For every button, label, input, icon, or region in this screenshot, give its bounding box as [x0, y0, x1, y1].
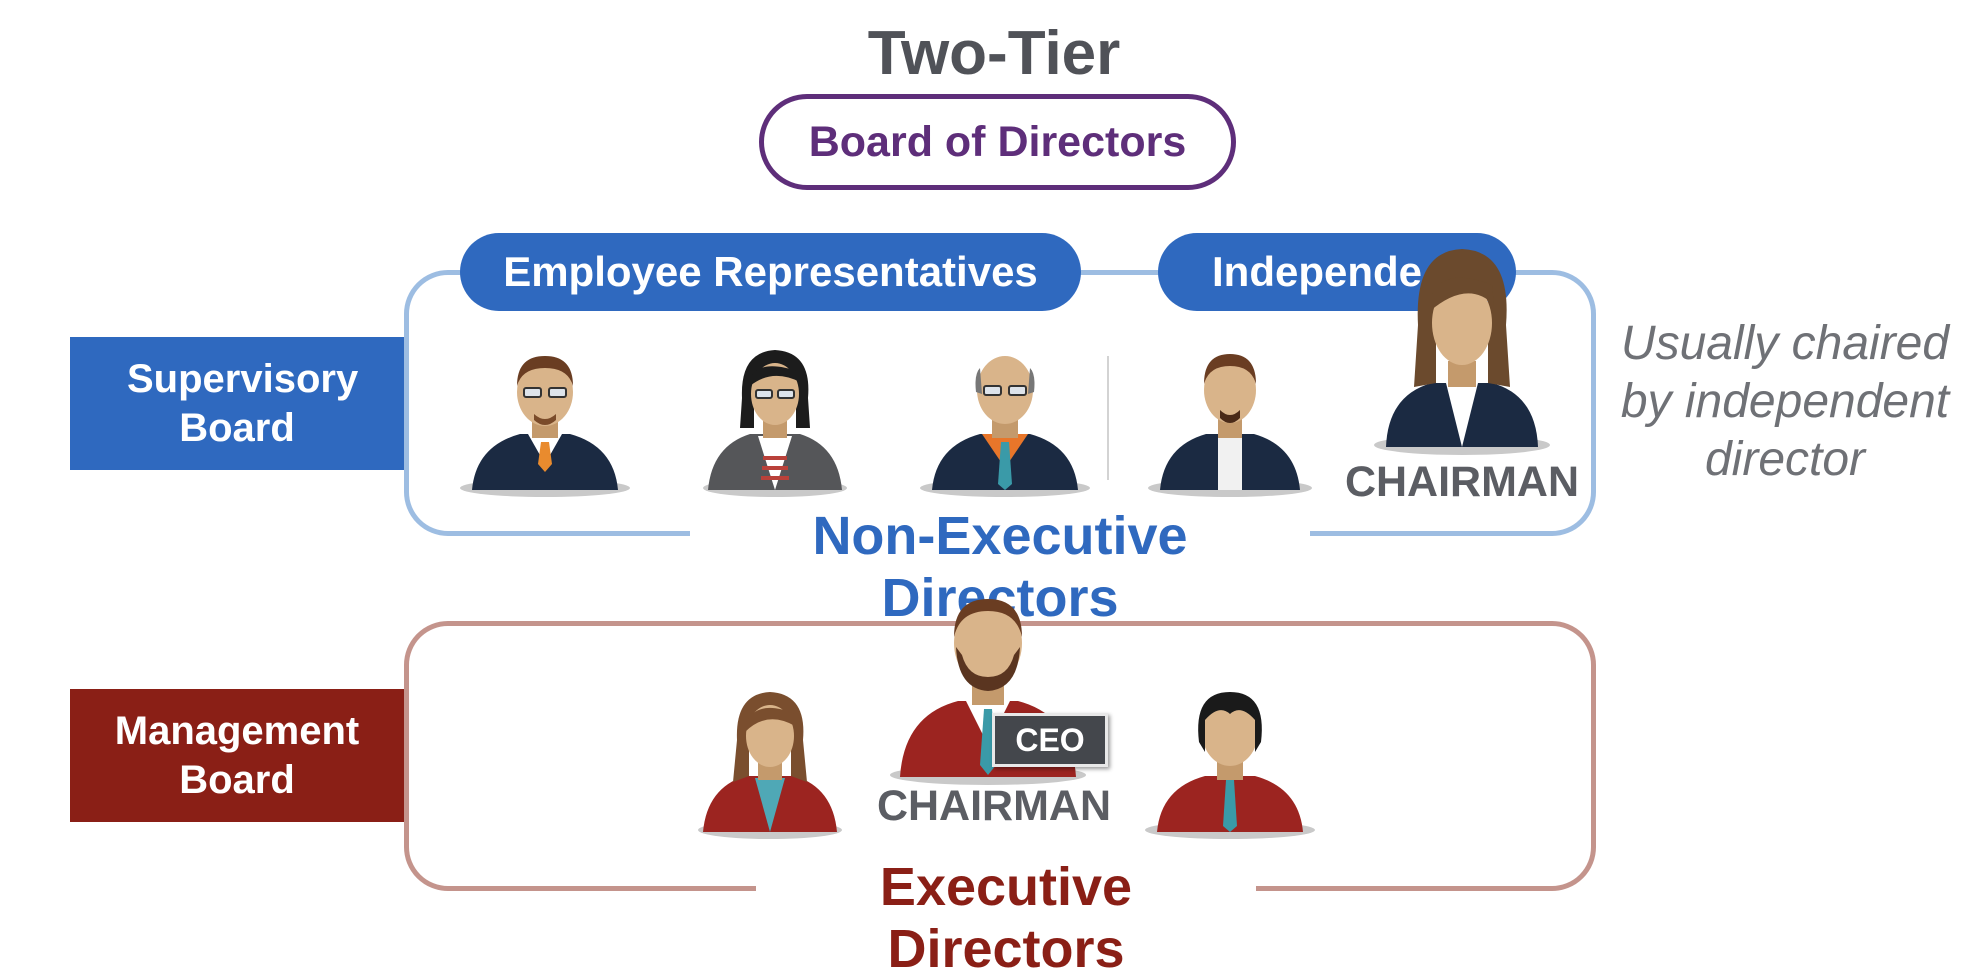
chairwoman-director-icon	[1374, 249, 1550, 455]
bald-male-director-icon	[920, 356, 1090, 497]
independent-male-director-icon	[1148, 354, 1312, 497]
management-chairman-label: CHAIRMAN	[876, 782, 1112, 830]
supervisory-chairman-label: CHAIRMAN	[1344, 458, 1580, 506]
diagram-title: Two-Tier	[867, 19, 1121, 88]
board-of-directors-label: Board of Directors	[759, 94, 1236, 190]
executive-directors-label: Executive Directors	[756, 856, 1256, 979]
female-executive-icon	[698, 692, 842, 839]
supervisory-board-label: Supervisory Board	[70, 337, 404, 470]
ceo-badge: CEO	[992, 713, 1108, 767]
group-divider	[1107, 356, 1109, 480]
non-executive-directors-label: Non-Executive Directors	[690, 505, 1310, 628]
female-glasses-director-icon	[703, 350, 847, 497]
employee-representatives-pill: Employee Representatives	[460, 233, 1081, 311]
chair-note: Usually chaired by independent director	[1620, 317, 1950, 486]
management-board-label: Management Board	[70, 689, 404, 822]
male-executive-icon	[1145, 692, 1315, 839]
male-glasses-director-icon	[460, 356, 630, 497]
